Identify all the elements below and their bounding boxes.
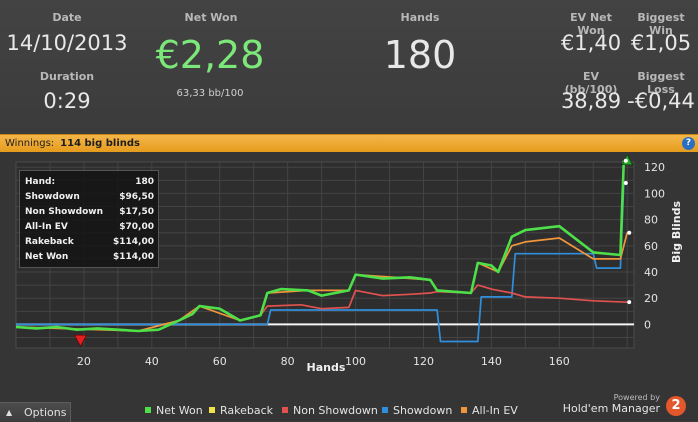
info-key: Hand:	[25, 177, 56, 187]
biggest-loss-label: Biggest Loss	[637, 70, 685, 96]
info-value: 180	[135, 177, 154, 187]
chevron-up-icon: ▲	[6, 408, 13, 417]
series-end-dot	[627, 300, 632, 305]
low-point-marker-icon	[73, 334, 88, 347]
info-key: Rakeback	[25, 237, 74, 247]
date-value: 14/10/2013	[6, 31, 128, 55]
options-button[interactable]: ▲ Options	[0, 402, 71, 422]
info-row: Hand: 180	[25, 177, 154, 190]
info-row: Rakeback $114,00	[25, 237, 154, 250]
series-end-dot	[623, 158, 628, 163]
legend-swatch	[461, 407, 467, 413]
x-tick-label: 20	[77, 355, 91, 368]
series-line-net-won	[15, 160, 626, 333]
legend-rakeback[interactable]: Rakeback	[209, 404, 273, 417]
x-tick-label: 120	[413, 355, 434, 368]
net-won-label: Net Won	[184, 11, 238, 24]
ev-bb100-value: 38,89	[560, 89, 622, 113]
winnings-bar: Winnings: 114 big blinds ?	[0, 134, 698, 153]
legend-label: Rakeback	[220, 404, 274, 417]
info-row: Showdown $96,50	[25, 192, 154, 205]
y-tick-label: 120	[644, 161, 665, 174]
winnings-value: 114 big blinds	[60, 138, 140, 149]
options-label: Options	[24, 406, 67, 419]
legend-allin-ev[interactable]: All-In EV	[461, 404, 518, 417]
chart-footer	[0, 398, 698, 421]
info-value: $17,50	[119, 207, 154, 217]
info-value: $70,00	[119, 222, 154, 232]
legend-label: All-In EV	[472, 404, 518, 417]
session-stats-panel: Date 14/10/2013 Duration 0:29 Net Won €2…	[0, 0, 698, 134]
legend-swatch	[209, 407, 215, 413]
series-end-dot	[627, 230, 632, 235]
duration-label: Duration	[39, 70, 95, 83]
winnings-graph: 20 40 60 80 100 120 140 160 0 20 40 60 80 100 120 Hand…	[0, 152, 698, 398]
chart-ticks: 20 40 60 80 100 120 140 160 0 20 40 60 80 100 120	[77, 161, 665, 368]
y-tick-label: 80	[644, 214, 658, 227]
y-axis-label: Big Blinds	[670, 201, 683, 263]
legend-label: Non Showdown	[293, 404, 378, 417]
info-row: Non Showdown $17,50	[25, 207, 154, 220]
duration-value: 0:29	[43, 89, 91, 113]
hover-info-box: Hand: 180 Showdown $96,50 Non Showdown $17,50…	[19, 170, 159, 268]
ev-net-won-value: €1,40	[560, 31, 622, 55]
help-icon[interactable]: ?	[682, 137, 695, 150]
info-row: Net Won $114,00	[25, 252, 154, 265]
legend-swatch	[382, 407, 388, 413]
ev-bb100-label: EV (bb/100)	[564, 70, 618, 96]
x-tick-label: 160	[549, 355, 570, 368]
biggest-loss-value: -€0,44	[627, 89, 695, 113]
info-row: All-In EV $70,00	[25, 222, 154, 235]
net-won-value: €2,28	[155, 33, 265, 77]
x-tick-label: 140	[481, 355, 502, 368]
info-key: Non Showdown	[25, 207, 103, 217]
x-tick-label: 80	[281, 355, 295, 368]
ev-net-won-label: EV Net Won	[570, 11, 612, 37]
legend-label: Showdown	[393, 404, 453, 417]
hands-value: 180	[383, 33, 457, 77]
legend-swatch	[145, 407, 151, 413]
info-value: $114,00	[113, 237, 154, 247]
y-tick-label: 20	[644, 292, 658, 305]
legend-net-won[interactable]: Net Won	[145, 404, 203, 417]
x-tick-label: 40	[145, 355, 159, 368]
x-tick-label: 60	[213, 355, 227, 368]
y-tick-label: 0	[644, 318, 651, 331]
legend-label: Net Won	[156, 404, 203, 417]
x-axis-label: Hands	[307, 361, 346, 374]
y-tick-label: 60	[644, 240, 658, 253]
info-key: All-In EV	[25, 222, 68, 232]
x-tick-label: 100	[345, 355, 366, 368]
info-key: Net Won	[25, 252, 69, 262]
y-tick-label: 100	[644, 187, 665, 200]
date-label: Date	[52, 11, 82, 24]
powered-by-text: Powered by	[613, 393, 660, 402]
legend-swatch	[282, 407, 288, 413]
biggest-win-label: Biggest Win	[637, 11, 685, 37]
info-value: $114,00	[113, 252, 154, 262]
series-end-dot	[623, 180, 628, 185]
info-value: $96,50	[119, 192, 154, 202]
hands-label: Hands	[400, 11, 440, 24]
info-key: Showdown	[25, 192, 80, 202]
y-tick-label: 40	[644, 266, 658, 279]
chart-markers	[73, 153, 633, 347]
legend-showdown[interactable]: Showdown	[382, 404, 452, 417]
biggest-win-value: €1,05	[630, 31, 692, 55]
winnings-label: Winnings:	[5, 138, 55, 149]
series-line-showdown	[16, 182, 625, 343]
chart-lines	[15, 160, 629, 343]
legend-non-showdown[interactable]: Non Showdown	[282, 404, 378, 417]
hem2-logo-icon: 2	[666, 396, 686, 416]
net-won-bb100: 63,33 bb/100	[176, 88, 244, 99]
brand-name: Hold'em Manager	[562, 402, 660, 415]
